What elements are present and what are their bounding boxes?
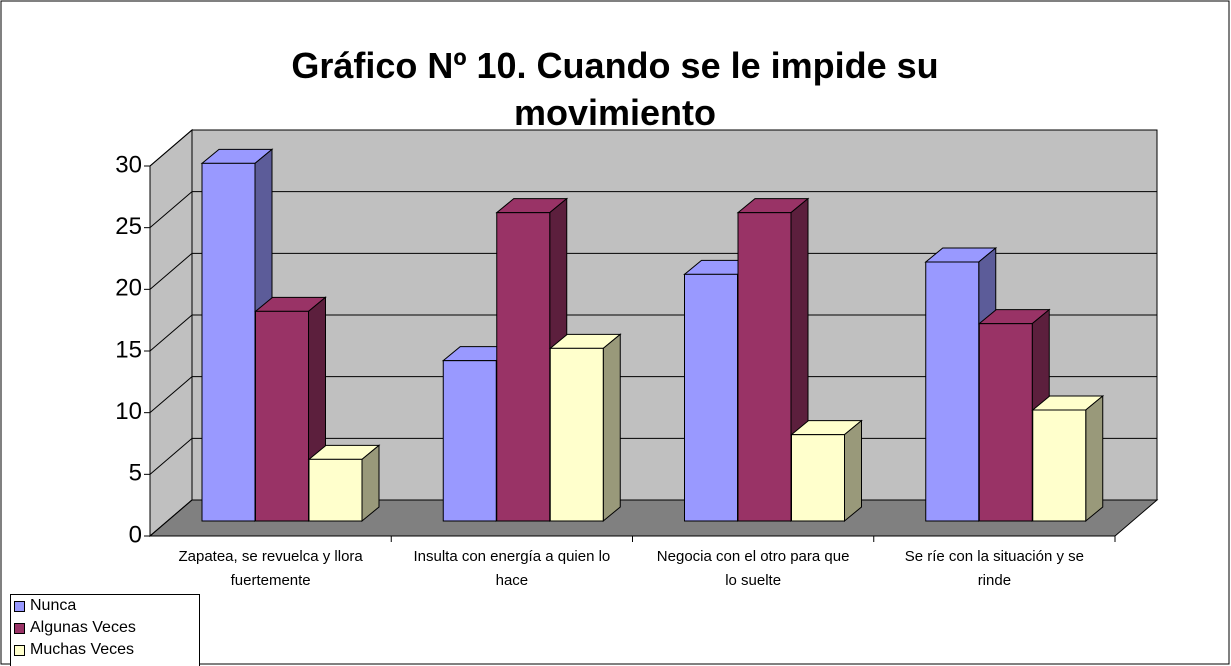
y-tick-label: 0 [129,521,142,548]
legend-swatch [14,644,25,656]
legend-item: Muchas Veces [11,639,199,661]
bar [201,162,256,522]
y-tick-label: 15 [115,336,142,363]
legend-item: Algunas Veces [11,617,199,639]
bar-side [844,419,862,523]
bar [1032,409,1087,522]
bar [255,310,309,522]
grid-line [149,314,1157,352]
x-tick-label: Se ríe con la situación y se rinde [904,548,1084,589]
x-tick-label: Zapatea, se revuelca y llora fuertemente [178,548,363,589]
legend-swatch [14,622,25,634]
grid-line [149,376,1157,414]
legend-label: Algunas Veces [30,619,136,636]
legend-label: Nunca [30,597,77,614]
grid-line [149,129,1157,167]
bar [308,458,363,522]
bar [737,212,792,522]
bar [496,212,551,522]
y-tick-label: 5 [129,460,142,487]
bar-side [602,333,621,523]
y-tick-label: 30 [115,151,142,178]
bar [442,360,497,522]
grid-line [149,191,1157,229]
bar [925,261,980,522]
legend-label: Muchas Veces [30,641,135,658]
x-tick-label: Negocia con el otro para que lo suelte [656,548,850,589]
bar-side [361,444,380,523]
bar-side [1085,394,1104,523]
x-tick-label: Insulta con energía a quien lo hace [413,548,611,589]
grid-line [149,252,1157,290]
bar [549,347,604,522]
bar [978,323,1033,522]
bar [684,273,738,522]
legend: Nunca Algunas Veces Muchas Veces [10,594,200,666]
legend-item: Nunca [11,595,199,617]
y-tick-label: 25 [115,213,142,240]
chart-title: Gráfico Nº 10. Cuando se le impide su mo… [291,45,939,133]
y-tick-label: 10 [115,398,142,425]
bar [791,434,845,522]
legend-swatch [14,600,25,612]
y-tick-label: 20 [115,275,142,302]
